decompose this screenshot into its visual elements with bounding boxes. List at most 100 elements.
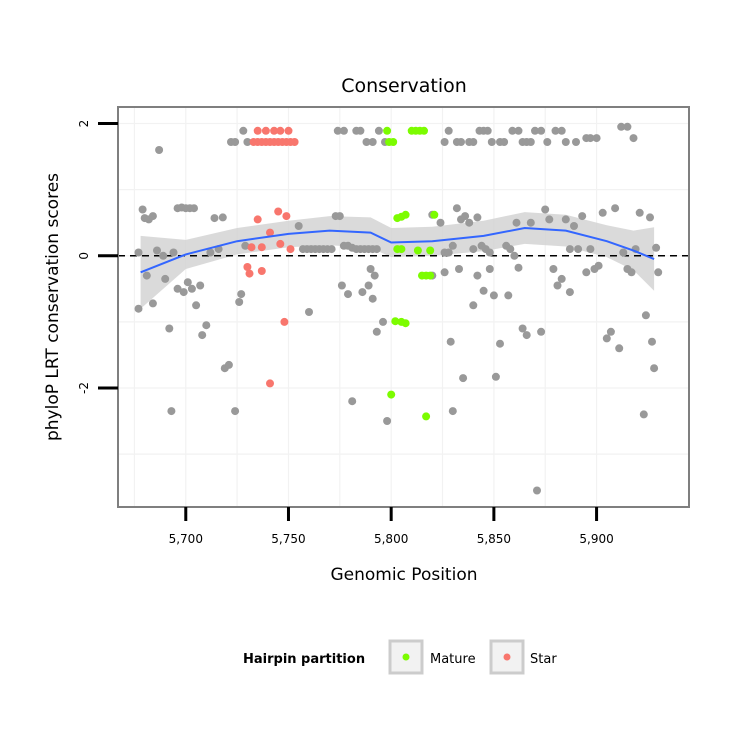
data-point (561, 215, 570, 224)
panel-background (118, 107, 689, 507)
smooth-line (140, 226, 655, 274)
x-tick-label: 5,750 (271, 532, 305, 546)
data-point (444, 126, 453, 135)
data-point (565, 245, 574, 254)
data-point (479, 286, 488, 295)
data-point (364, 281, 373, 290)
data-point (440, 268, 449, 277)
data-point (500, 138, 509, 146)
data-point (654, 268, 663, 277)
data-point (561, 138, 570, 146)
data-point (231, 138, 240, 146)
data-point (305, 308, 313, 316)
data-point (598, 208, 607, 217)
data-point (284, 126, 293, 135)
data-point (401, 210, 410, 219)
data-point (469, 138, 478, 146)
data-point (344, 290, 352, 299)
data-point (148, 212, 157, 221)
data-point (537, 126, 546, 135)
data-point (261, 126, 270, 135)
data-point (169, 248, 178, 257)
data-point (623, 122, 632, 131)
data-point (430, 210, 439, 219)
legend-title: Hairpin partition (243, 652, 365, 667)
legend-dot-mature (402, 653, 410, 661)
data-point (337, 281, 346, 290)
data-point (374, 126, 383, 135)
data-point (512, 218, 521, 227)
data-point (370, 271, 379, 280)
data-point (533, 486, 541, 495)
data-point (155, 146, 164, 154)
legend-entry-mature: Mature (388, 639, 476, 675)
data-point (387, 390, 396, 399)
data-point (448, 241, 457, 250)
data-point (635, 208, 644, 217)
data-point (641, 311, 650, 320)
data-point (276, 239, 285, 248)
data-point (557, 126, 566, 135)
data-point (183, 278, 192, 287)
data-point (243, 263, 252, 271)
data-point (652, 243, 661, 252)
legend-dot-star (503, 653, 511, 661)
data-point (198, 331, 207, 340)
data-point (586, 245, 595, 254)
data-point (440, 138, 449, 146)
data-point (448, 407, 457, 416)
data-point (257, 243, 266, 252)
data-point (506, 245, 515, 254)
data-point (549, 265, 558, 273)
data-point (436, 218, 445, 227)
x-tick-label: 5,850 (477, 532, 511, 546)
y-tick-label: 0 (77, 252, 91, 260)
data-point (572, 138, 580, 146)
data-point (356, 126, 365, 135)
data-point (489, 291, 498, 300)
data-point (526, 138, 535, 146)
data-point (159, 251, 168, 260)
data-point (627, 268, 636, 277)
data-point (192, 301, 201, 310)
y-tick-label: -2 (77, 382, 91, 394)
data-point (239, 126, 248, 135)
data-point (161, 274, 170, 283)
data-point (257, 267, 266, 275)
data-point (190, 204, 198, 213)
data-point (224, 360, 233, 369)
data-point (452, 204, 461, 213)
data-point (531, 126, 539, 135)
x-tick-label: 5,900 (579, 532, 613, 546)
data-point (243, 138, 252, 146)
data-point (362, 138, 371, 146)
data-point (602, 334, 611, 343)
data-point (383, 126, 392, 135)
data-point (426, 271, 435, 280)
data-point (606, 327, 615, 336)
data-point (537, 327, 546, 336)
data-point (446, 337, 455, 346)
data-point (401, 319, 410, 328)
data-point (372, 245, 381, 254)
data-point (165, 324, 174, 333)
data-point (496, 339, 504, 348)
data-point (578, 212, 587, 221)
data-point (383, 417, 392, 425)
data-point (327, 245, 336, 254)
data-point (485, 265, 494, 273)
data-point (397, 245, 406, 254)
data-point (582, 268, 591, 277)
data-point (333, 126, 342, 135)
data-point (465, 218, 474, 227)
data-point (469, 301, 478, 310)
data-point (510, 251, 519, 260)
data-point (518, 324, 527, 333)
data-point (413, 246, 422, 255)
data-point (253, 215, 262, 224)
data-point (142, 271, 151, 280)
data-point (565, 288, 574, 297)
data-point (286, 245, 295, 254)
data-point (245, 269, 254, 278)
data-point (522, 331, 531, 340)
